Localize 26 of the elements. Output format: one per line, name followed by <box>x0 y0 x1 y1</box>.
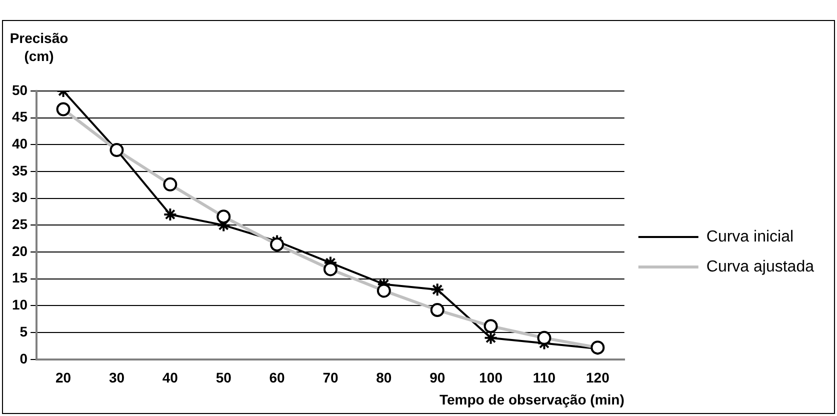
x-tick-label: 50 <box>216 370 232 386</box>
x-tick-label: 70 <box>322 370 338 386</box>
y-tick-label: 50 <box>12 82 28 98</box>
x-axis-title: Tempo de observação (min) <box>439 391 624 408</box>
legend-label: Curva inicial <box>706 228 794 246</box>
x-tick-label: 30 <box>108 370 125 386</box>
x-tick-label: 80 <box>376 370 392 386</box>
y-tick-label: 40 <box>12 136 28 152</box>
y-axis-title: Precisão (cm) <box>10 30 68 64</box>
x-tick-label: 40 <box>162 370 178 386</box>
y-tick-label: 15 <box>12 270 28 286</box>
x-tick-label: 60 <box>269 370 286 386</box>
y-tick-label: 5 <box>20 323 28 340</box>
y-tick-label: 25 <box>12 216 28 232</box>
y-tick-label: 30 <box>12 189 28 206</box>
legend-label: Curva ajustada <box>706 258 814 276</box>
x-tick-label: 110 <box>532 370 556 386</box>
y-tick-label: 20 <box>12 242 28 259</box>
x-tick-label: 100 <box>479 370 503 386</box>
y-tick-label: 35 <box>12 162 28 178</box>
y-tick-label: 45 <box>12 108 28 125</box>
x-tick-label: 20 <box>56 370 72 386</box>
x-tick-label: 120 <box>586 370 610 386</box>
y-tick-label: 10 <box>12 296 28 313</box>
y-tick-label: 0 <box>20 350 28 366</box>
x-tick-label: 90 <box>430 370 446 386</box>
